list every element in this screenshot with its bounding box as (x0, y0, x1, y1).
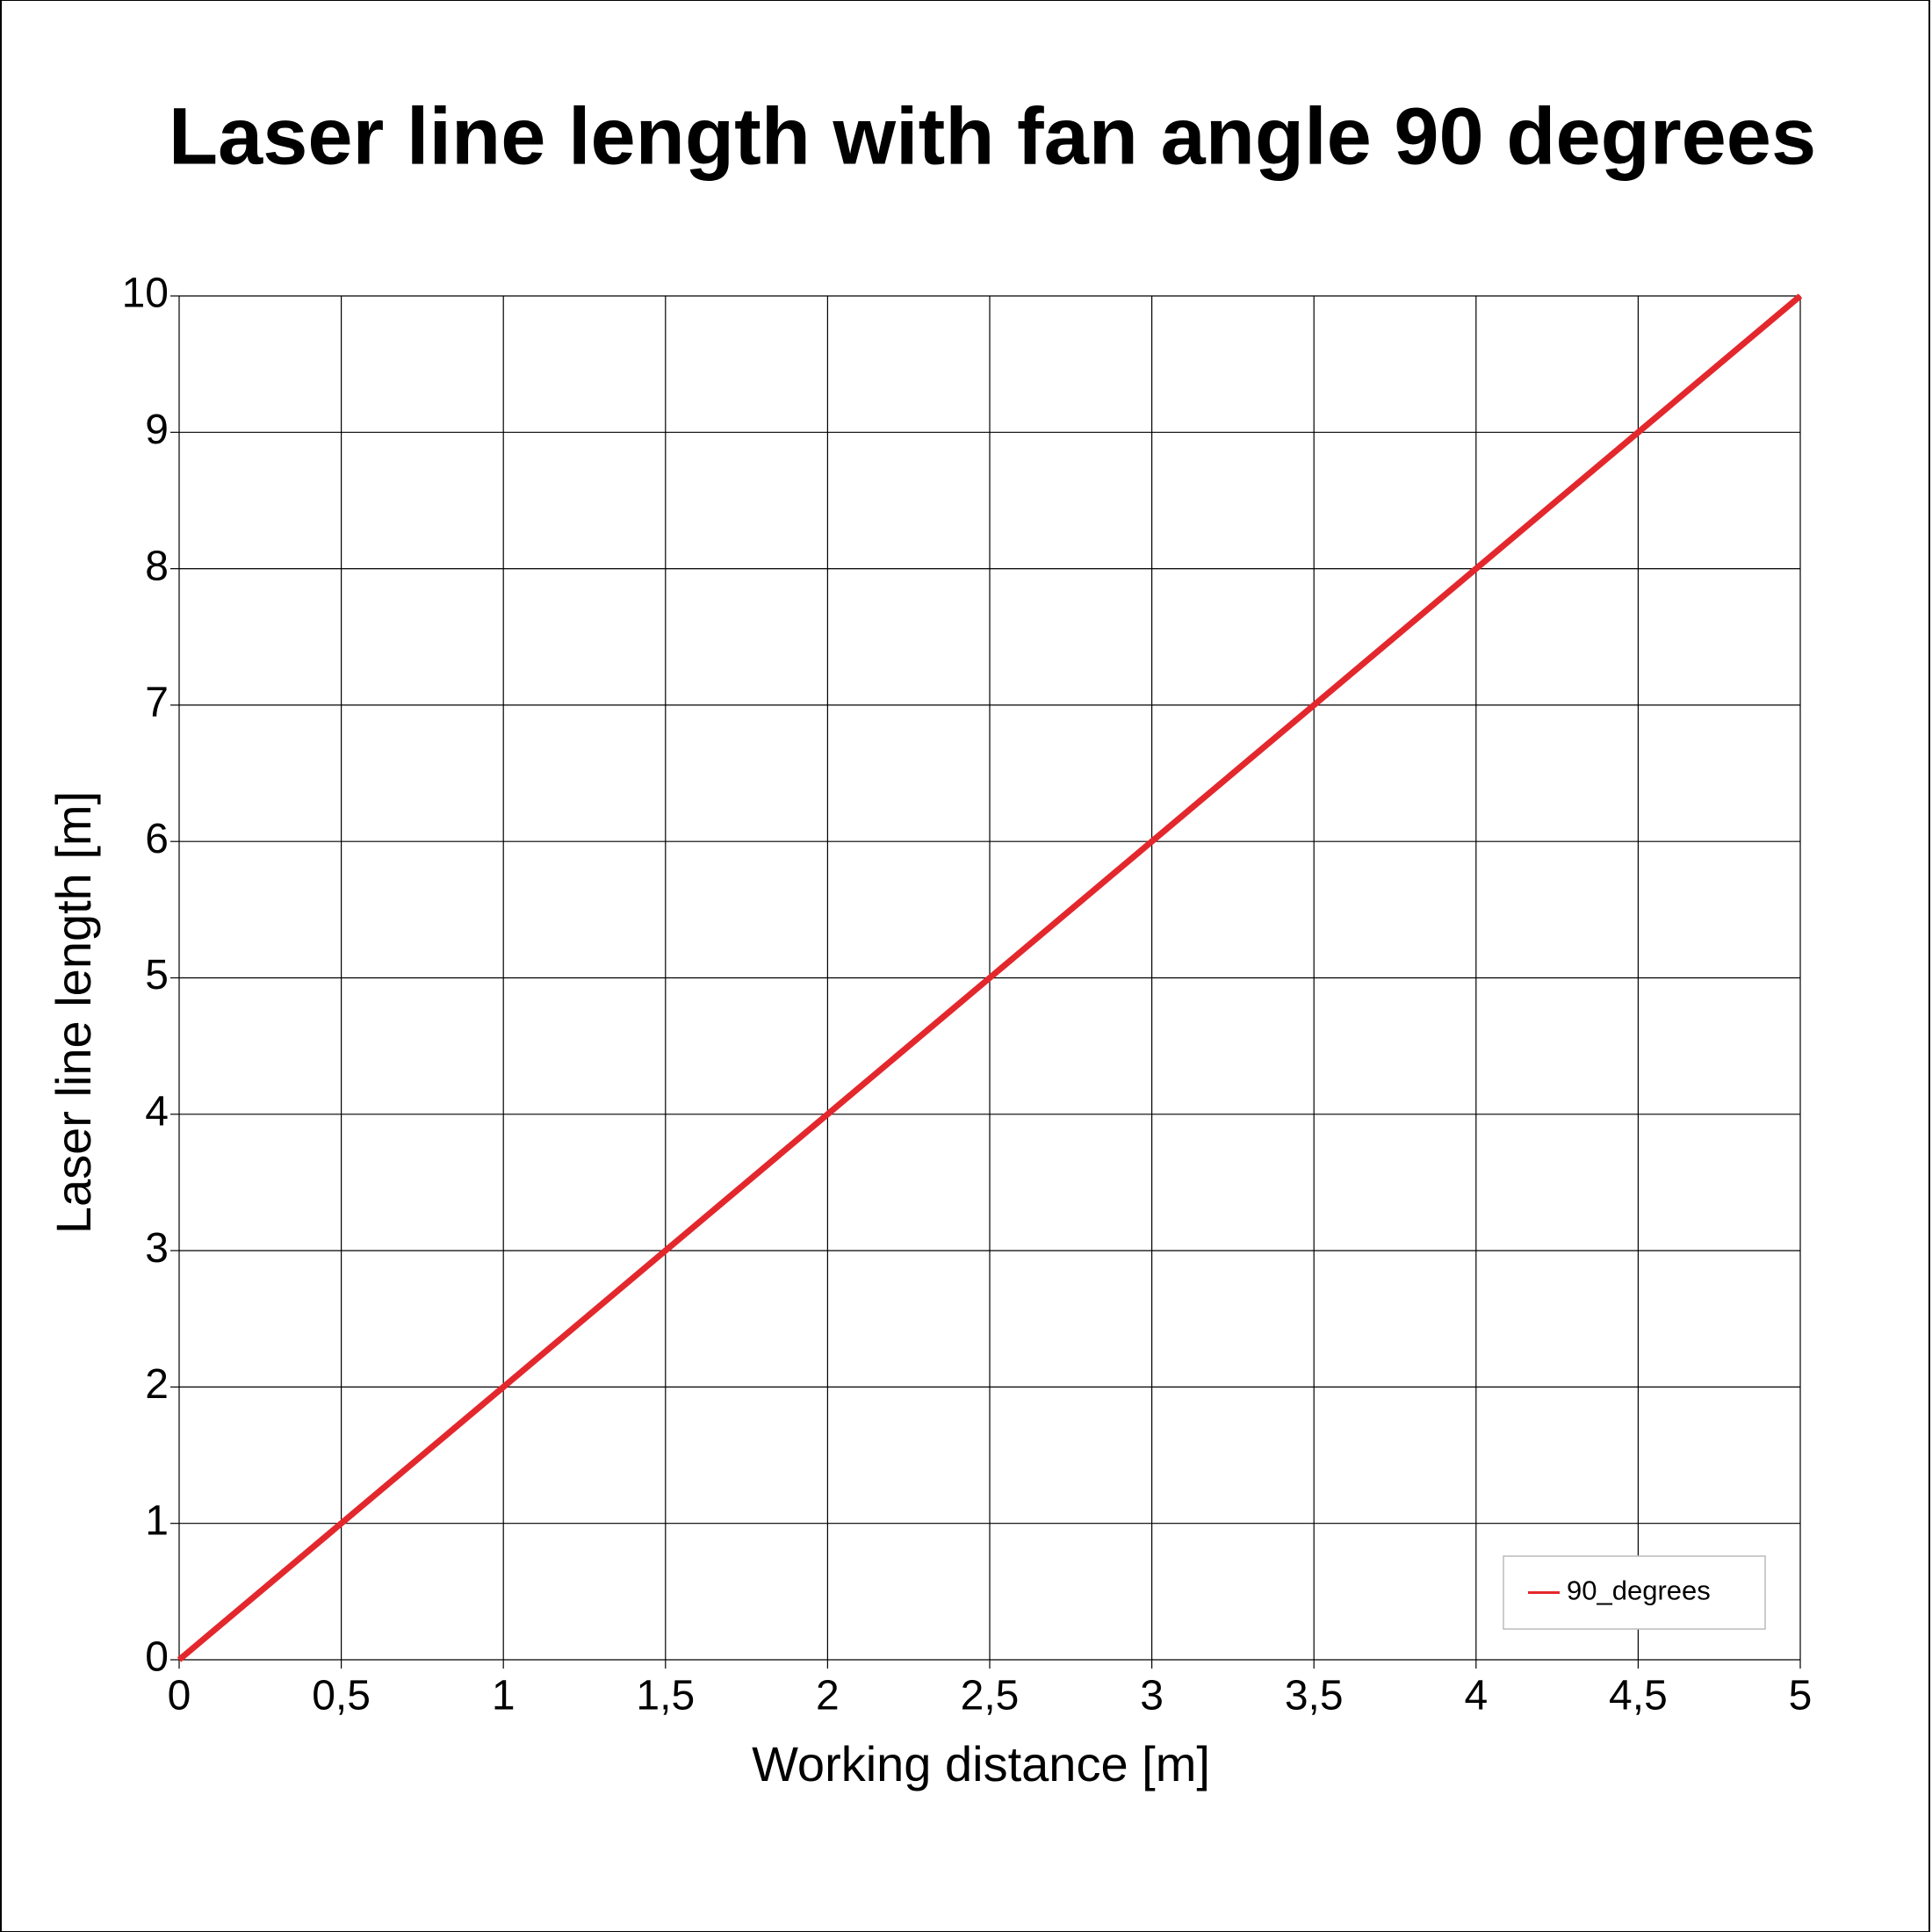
chart-title: Laser line length with fan angle 90 degr… (169, 91, 1816, 181)
x-axis-title: Working distance [m] (752, 1736, 1210, 1791)
legend: 90_degrees (1503, 1555, 1766, 1630)
x-tick-label: 2 (816, 1673, 840, 1719)
x-tick-label: 1,5 (636, 1673, 695, 1719)
x-tick-label: 3,5 (1285, 1673, 1344, 1719)
x-tick-label: 2,5 (961, 1673, 1020, 1719)
x-tick-label: 4,5 (1609, 1673, 1668, 1719)
x-tick-label: 0 (168, 1673, 191, 1719)
y-tick-label: 2 (145, 1361, 169, 1408)
y-tick-label: 1 (145, 1497, 169, 1544)
y-tick-label: 0 (145, 1634, 169, 1681)
x-tick-label: 3 (1140, 1673, 1164, 1719)
y-tick-label: 4 (145, 1088, 169, 1135)
y-axis-title: Laser line length [m] (46, 791, 101, 1234)
y-tick-label: 6 (145, 816, 169, 862)
legend-label: 90_degrees (1567, 1575, 1711, 1606)
x-tick-label: 0,5 (312, 1673, 371, 1719)
y-tick-label: 3 (145, 1225, 169, 1272)
y-tick-label: 9 (145, 407, 169, 453)
y-tick-label: 10 (122, 270, 169, 317)
data-line (177, 293, 1803, 1662)
x-tick-label: 5 (1789, 1673, 1813, 1719)
y-tick-label: 7 (145, 680, 169, 726)
y-tick-label: 8 (145, 543, 169, 589)
y-tick-label: 5 (145, 952, 169, 998)
x-tick-label: 4 (1464, 1673, 1488, 1719)
x-tick-label: 1 (492, 1673, 515, 1719)
